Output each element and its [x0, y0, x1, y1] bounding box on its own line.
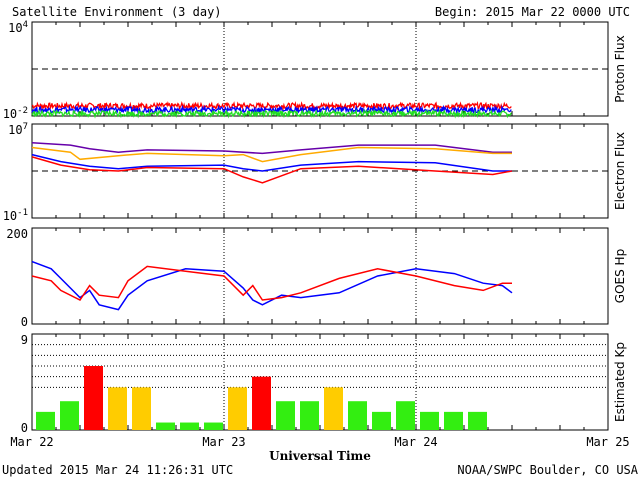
series-line-red: [31, 265, 512, 301]
kp-bar: [420, 411, 439, 430]
series-line-blue: [31, 153, 512, 172]
begin-date: Begin: 2015 Mar 22 0000 UTC: [435, 5, 630, 19]
kp-bar: [156, 422, 175, 430]
panels: Proton Flux 104 10-2 Electron Flux 107 10-1 GO…: [3, 20, 630, 449]
series-line-purple: [31, 142, 512, 155]
panel-ylabel: GOES Hp: [613, 249, 627, 303]
kp-bar: [84, 366, 103, 430]
y-tick-bottom: 0: [21, 315, 28, 329]
chart-title: Satellite Environment (3 day): [12, 5, 222, 19]
kp-bar: [348, 401, 367, 430]
kp-bar: [276, 401, 295, 430]
kp-bar: [132, 387, 151, 430]
y-tick-top: 107: [8, 122, 28, 137]
kp-bar: [252, 376, 271, 430]
kp-bar: [228, 387, 247, 430]
series-line-blue: [31, 104, 512, 115]
kp-bar: [204, 422, 223, 430]
series-line-blue: [31, 260, 513, 311]
y-tick-bottom: 0: [21, 421, 28, 435]
panel-proton: Proton Flux: [31, 21, 627, 119]
panel-electron: Electron Flux: [31, 123, 627, 219]
credit-label: NOAA/SWPC Boulder, CO USA: [457, 463, 638, 477]
updated-timestamp: Updated 2015 Mar 24 11:26:31 UTC: [2, 463, 233, 477]
kp-bar: [108, 387, 127, 430]
kp-bar: [180, 422, 199, 430]
kp-bar: [444, 411, 463, 430]
kp-bar: [372, 411, 391, 430]
panel-goes_hp: GOES Hp: [31, 227, 627, 325]
x-tick-label: Mar 25: [586, 435, 629, 449]
x-axis-label: Universal Time: [269, 449, 371, 463]
panel-ylabel: Estimated Kp: [613, 342, 627, 422]
kp-bar: [468, 411, 487, 430]
panel-ylabel: Proton Flux: [613, 35, 627, 102]
y-tick-top: 104: [8, 20, 28, 35]
kp-bar: [324, 387, 343, 430]
x-tick-label: Mar 23: [202, 435, 245, 449]
series-line-red: [31, 156, 513, 184]
panel-ylabel: Electron Flux: [613, 132, 627, 210]
y-tick-bottom: 10-2: [3, 106, 28, 121]
x-tick-label: Mar 22: [10, 435, 53, 449]
series-line-green: [31, 108, 512, 119]
y-tick-bottom: 10-1: [3, 208, 28, 223]
panel-frame: [31, 21, 609, 117]
y-tick-top: 200: [6, 227, 28, 241]
series-line-red: [31, 100, 512, 112]
kp-bar: [60, 401, 79, 430]
x-tick-label: Mar 24: [394, 435, 437, 449]
kp-bar: [300, 401, 319, 430]
kp-bar: [36, 411, 55, 430]
panel-kp: Estimated Kp Mar 22 Mar 23 Mar 24 Mar 25: [10, 333, 630, 449]
y-tick-top: 9: [21, 333, 28, 347]
kp-bar: [396, 401, 415, 430]
series-line-orange: [31, 146, 512, 163]
